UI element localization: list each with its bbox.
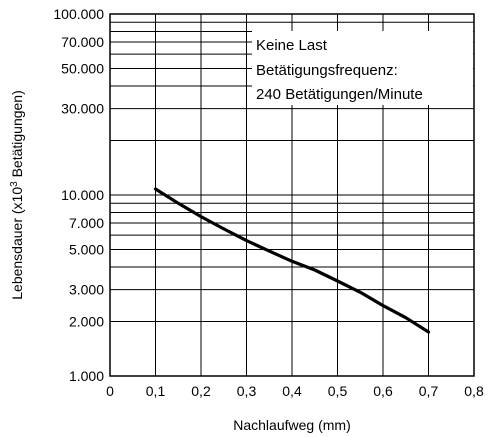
y-tick-label: 50.000 (61, 60, 104, 76)
x-tick-label: 0,6 (373, 383, 393, 399)
y-tick-label: 1.000 (69, 368, 104, 384)
y-tick-label: 10.000 (61, 187, 104, 203)
annotation-line: Keine Last (256, 37, 328, 54)
x-tick-label: 0,3 (237, 383, 257, 399)
annotation-line: Betätigungsfrequenz: (256, 62, 398, 79)
y-tick-label: 3.000 (69, 282, 104, 298)
curve-layer (153, 187, 431, 334)
y-axis-label-rest: Betätigungen) (9, 90, 25, 181)
y-axis-label-superscript: 3 (9, 181, 20, 187)
annotation-box: Keine Last Betätigungsfrequenz: 240 Betä… (252, 31, 473, 105)
life-curve (153, 187, 431, 334)
y-tick-label: 30.000 (61, 101, 104, 117)
x-tick-label: 0,4 (282, 383, 302, 399)
x-tick-label: 0 (106, 383, 114, 399)
plot-frame (109, 13, 475, 377)
y-tick-label: 2.000 (69, 314, 104, 330)
x-tick-label: 0,2 (191, 383, 211, 399)
y-axis-label: Lebensdauer (x103 Betätigungen) (9, 90, 25, 300)
y-tick-label: 100.000 (53, 6, 104, 22)
x-tick-label: 0,7 (419, 383, 439, 399)
x-tick-label: 0,5 (328, 383, 348, 399)
y-tick-labels: 1.000 2.000 3.000 5.000 7.000 10.000 30.000 50.… (53, 6, 104, 384)
y-tick-label: 7.000 (69, 215, 104, 231)
y-axis-label-main: Lebensdauer (x10 (9, 187, 25, 300)
annotation-background (252, 31, 473, 105)
x-tick-label: 0,8 (464, 383, 484, 399)
y-tick-label: 70.000 (61, 34, 104, 50)
annotation-line: 240 Betätigungen/Minute (256, 86, 423, 103)
x-axis-label: Nachlaufweg (mm) (233, 417, 350, 433)
x-tick-labels: 0 0,1 0,2 0,3 0,4 0,5 0,6 0,7 0,8 (106, 383, 484, 399)
y-tick-label: 5.000 (69, 241, 104, 257)
x-tick-label: 0,1 (146, 383, 166, 399)
